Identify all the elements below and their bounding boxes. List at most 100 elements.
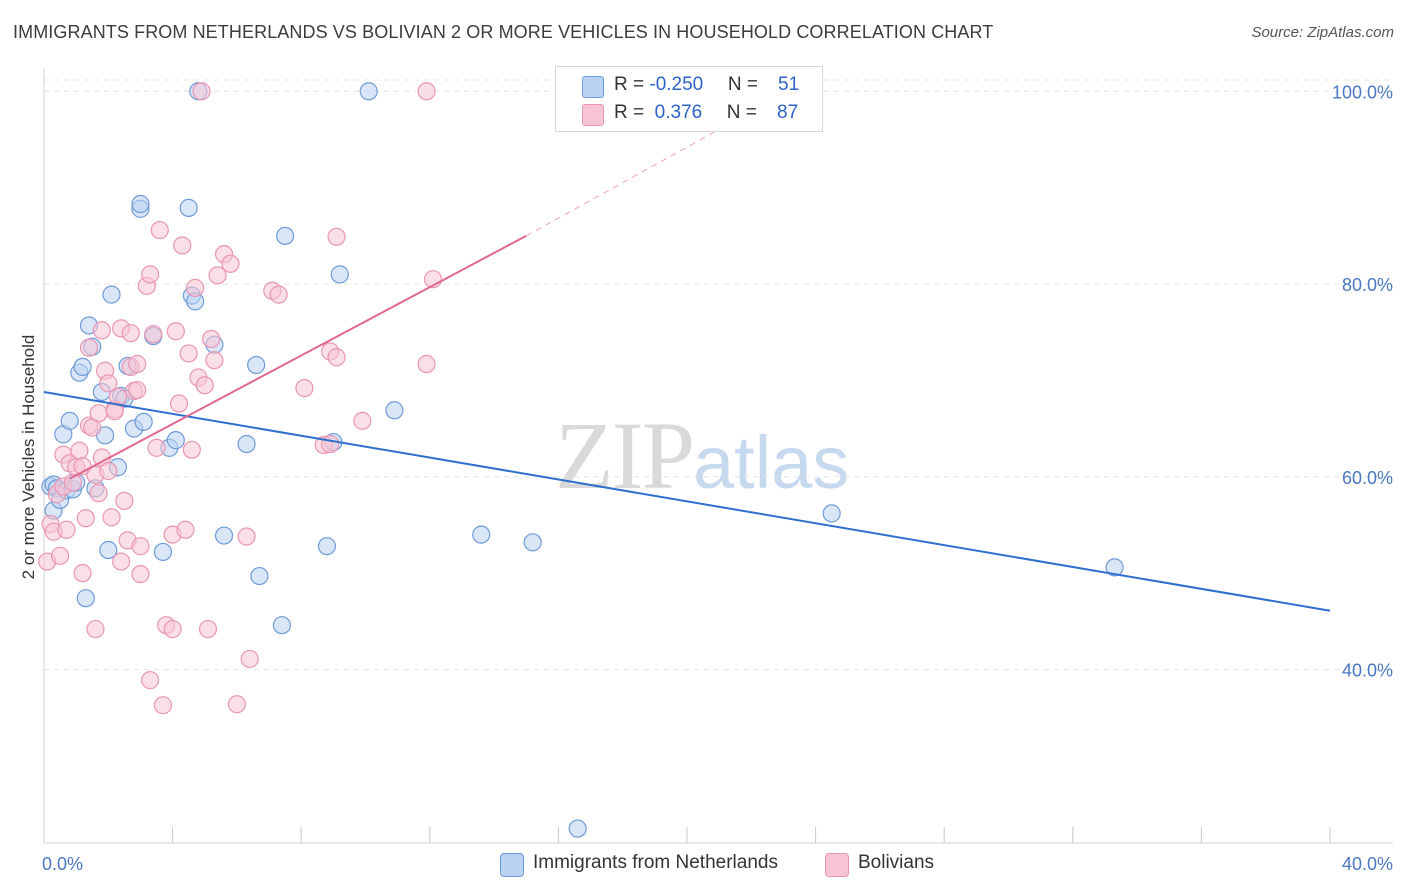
bolivians-point — [169, 394, 189, 413]
bolivians-point — [150, 220, 169, 240]
bottom-legend-swatch-pink — [825, 853, 849, 877]
netherlands-point — [214, 526, 234, 545]
netherlands-trend-line — [43, 390, 1331, 612]
netherlands-point — [317, 537, 337, 556]
bolivians-point — [147, 438, 166, 457]
bolivians-point — [99, 461, 118, 481]
bolivians-point — [192, 82, 211, 101]
netherlands-point — [131, 194, 150, 214]
bolivians-point — [237, 527, 256, 546]
bolivians-point — [327, 227, 346, 246]
bolivians-point — [417, 354, 436, 374]
netherlands-point — [1105, 558, 1124, 577]
bolivians-point — [321, 434, 340, 454]
netherlands-point — [276, 226, 295, 245]
legend-r-value-blue: -0.250 — [649, 74, 704, 95]
netherlands-point — [237, 434, 256, 454]
netherlands-point — [385, 401, 404, 420]
bolivians-point — [227, 695, 246, 714]
legend-n-label: N = — [727, 74, 764, 95]
bolivians-point — [99, 374, 118, 393]
bolivians-point — [112, 552, 131, 571]
bolivians-point — [221, 254, 240, 273]
netherlands-point — [134, 412, 153, 431]
bolivians-point — [417, 82, 436, 101]
bolivians-point — [166, 322, 185, 341]
bolivians-point — [140, 265, 160, 284]
netherlands-point — [76, 589, 95, 608]
source-label: Source: ZipAtlas.com — [1251, 24, 1394, 41]
bolivians-point — [182, 440, 201, 459]
netherlands-point — [250, 566, 269, 586]
point-layer — [38, 82, 1124, 838]
netherlands-point — [179, 198, 198, 217]
netherlands-point — [472, 525, 491, 544]
legend-r-label: R = — [614, 102, 650, 123]
bolivians-point — [295, 379, 314, 398]
bolivians-point — [50, 546, 70, 565]
y-tick-label: 60.0% — [1342, 468, 1393, 488]
bottom-legend-swatch-blue — [500, 853, 524, 877]
legend-swatch-pink — [582, 104, 604, 126]
bolivians-point — [57, 520, 76, 539]
netherlands-point — [99, 540, 118, 560]
netherlands-point — [523, 533, 542, 552]
bottom-legend-label-bolivians: Bolivians — [858, 852, 935, 873]
bolivians-point — [269, 285, 288, 304]
y-tick-label: 40.0% — [1342, 661, 1393, 681]
bolivians-trend-line — [69, 234, 527, 480]
bolivians-point — [70, 441, 89, 460]
netherlands-point — [73, 357, 92, 377]
netherlands-point — [102, 285, 121, 304]
x-tick-label: 40.0% — [1342, 854, 1393, 874]
bolivians-point — [128, 380, 147, 400]
bolivians-point — [121, 324, 140, 343]
legend-n-value-blue: 51 — [778, 74, 800, 95]
bolivians-point — [176, 520, 195, 539]
netherlands-point — [272, 616, 292, 635]
bolivians-point — [92, 321, 111, 340]
watermark-atlas: atlas — [693, 421, 850, 504]
netherlands-point — [153, 542, 173, 562]
x-tick-label: 0.0% — [42, 854, 83, 874]
tick-label-layer: 100.0% 80.0% 60.0% 40.0% 0.0% 40.0% — [42, 82, 1393, 874]
bolivians-point — [198, 619, 218, 639]
bolivians-point — [89, 404, 108, 423]
netherlands-point — [247, 355, 266, 375]
legend-n-label: N = — [726, 102, 763, 123]
legend-r-value-pink: 0.376 — [649, 102, 703, 123]
bottom-legend: Immigrants from Netherlands Bolivians — [0, 852, 1406, 878]
bolivians-point — [153, 696, 173, 715]
trend-layer — [43, 102, 1331, 612]
bolivians-point — [131, 565, 150, 584]
y-axis-label: 2 or more Vehicles in Household — [19, 334, 38, 580]
bolivians-point — [76, 509, 95, 528]
bolivians-point — [173, 236, 192, 255]
bolivians-point — [202, 329, 221, 349]
bolivians-point — [205, 351, 224, 370]
bolivians-trend-extension — [526, 102, 768, 237]
bolivians-point — [186, 278, 205, 297]
bolivians-point — [208, 266, 227, 285]
netherlands-point — [330, 265, 349, 284]
axis-layer — [43, 68, 1393, 844]
bolivians-point — [79, 338, 99, 357]
netherlands-point — [60, 411, 79, 430]
legend-box: R = -0.250 N = 51 R = 0.376 N = 87 — [555, 66, 823, 132]
bolivians-point — [327, 348, 346, 367]
bolivians-point — [353, 411, 372, 430]
bottom-legend-label-netherlands: Immigrants from Netherlands — [533, 852, 778, 873]
bolivians-point — [144, 325, 163, 344]
bolivians-point — [140, 671, 160, 690]
bolivians-point — [163, 619, 182, 639]
legend-r-label: R = — [614, 74, 650, 95]
bolivians-point — [195, 376, 214, 395]
bolivians-point — [128, 354, 147, 374]
netherlands-point — [822, 504, 841, 523]
bolivians-point — [179, 344, 198, 363]
bolivians-point — [240, 649, 259, 669]
bolivians-point — [131, 537, 150, 556]
bolivians-point — [86, 619, 105, 639]
netherlands-point — [166, 431, 185, 450]
